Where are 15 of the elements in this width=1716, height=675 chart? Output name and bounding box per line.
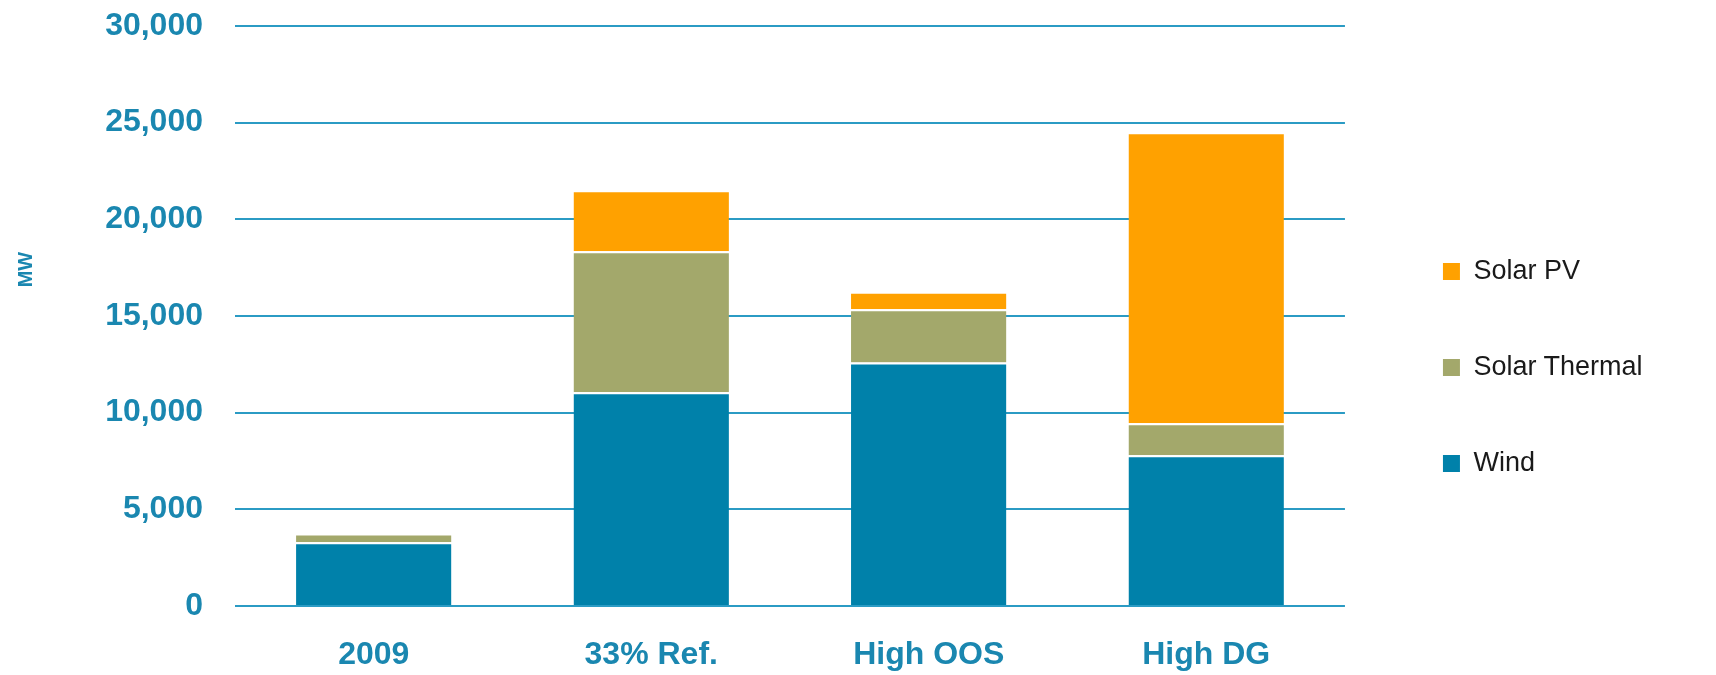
- legend-label: Solar Thermal: [1473, 350, 1643, 381]
- y-tick-label: 15,000: [105, 295, 203, 332]
- x-tick-label: High OOS: [853, 635, 1005, 672]
- legend-label: Solar PV: [1473, 254, 1581, 285]
- y-axis-title: MW: [13, 251, 36, 288]
- x-tick-label: 2009: [338, 635, 410, 672]
- y-tick-label: 10,000: [105, 392, 203, 429]
- y-tick-label: 20,000: [105, 199, 203, 236]
- x-tick-label: High DG: [1142, 635, 1271, 672]
- legend-label: Wind: [1473, 446, 1535, 477]
- y-tick-label: 30,000: [105, 5, 203, 42]
- x-tick-label: 33% Ref.: [584, 635, 718, 672]
- y-tick-label: 5,000: [122, 489, 203, 526]
- y-tick-label: 25,000: [105, 102, 203, 139]
- y-tick-label: 0: [185, 585, 203, 622]
